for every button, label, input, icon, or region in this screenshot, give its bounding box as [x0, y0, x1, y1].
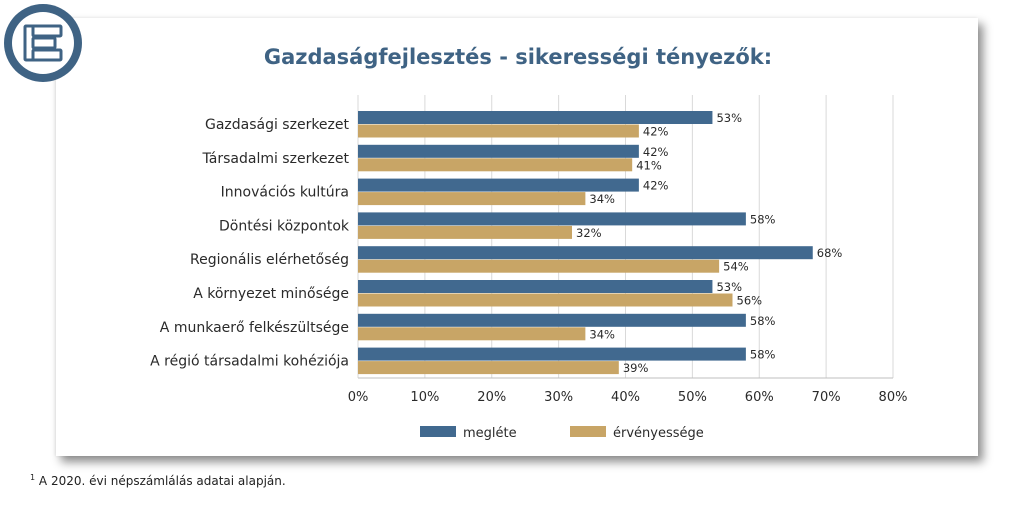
- legend-label-ervenyessege: érvényessége: [613, 426, 704, 441]
- x-tick-label: 20%: [477, 390, 506, 405]
- bar-series-0: [358, 313, 746, 327]
- chart-title: Gazdaságfejlesztés - sikerességi tényező…: [264, 45, 772, 69]
- data-label: 58%: [750, 314, 776, 328]
- data-label: 68%: [817, 246, 843, 260]
- data-label: 58%: [750, 212, 776, 226]
- data-label: 54%: [723, 260, 749, 274]
- data-label: 34%: [589, 192, 615, 206]
- x-tick-label: 10%: [410, 390, 439, 405]
- legend-label-megleete: megléte: [463, 426, 517, 441]
- data-label: 42%: [643, 145, 669, 159]
- bar-series-0: [358, 246, 813, 260]
- x-tick-label: 0%: [348, 390, 369, 405]
- footnote-text: A 2020. évi népszámlálás adatai alapján.: [38, 474, 286, 488]
- bar-series-1: [358, 192, 586, 206]
- x-tick-label: 70%: [812, 390, 841, 405]
- data-label: 34%: [589, 327, 615, 341]
- data-label: 53%: [716, 280, 742, 294]
- footnote-marker: 1: [30, 473, 36, 482]
- bar-series-0: [358, 212, 746, 226]
- data-label: 56%: [737, 294, 763, 308]
- bars: [358, 111, 813, 375]
- bar-series-1: [358, 225, 572, 239]
- bar-series-0: [358, 347, 746, 361]
- bar-series-1: [358, 327, 586, 341]
- data-label: 58%: [750, 348, 776, 362]
- data-label: 39%: [623, 361, 649, 375]
- bar-series-0: [358, 178, 639, 192]
- legend-swatch-megleete: [420, 426, 456, 437]
- bar-series-0: [358, 111, 713, 124]
- category-label: Innovációs kultúra: [221, 185, 349, 201]
- data-label: 42%: [643, 125, 669, 139]
- bar-series-1: [358, 259, 720, 273]
- category-label: A munkaerő felkészültsége: [160, 320, 349, 336]
- footnote: 1 A 2020. évi népszámlálás adatai alapjá…: [30, 473, 286, 488]
- x-axis-ticks: 0% 10% 20% 30% 40% 50% 60% 70% 80%: [348, 390, 908, 405]
- category-label: Döntési központok: [219, 218, 350, 234]
- data-label: 42%: [643, 179, 669, 193]
- category-label: Társadalmi szerkezet: [202, 151, 350, 167]
- stacked-bars-logo-icon: [4, 4, 82, 82]
- data-label: 53%: [716, 111, 742, 125]
- x-tick-label: 80%: [879, 390, 908, 405]
- data-labels: 53%42%42%41%42%34%58%32%68%54%53%56%58%3…: [576, 111, 842, 375]
- bar-series-1: [358, 361, 619, 375]
- category-label: A környezet minősége: [193, 286, 349, 302]
- category-label: A régió társadalmi kohéziója: [150, 354, 349, 370]
- legend: megléte érvényessége: [420, 426, 704, 441]
- category-label: Regionális elérhetőség: [190, 252, 349, 268]
- bar-series-0: [358, 280, 713, 293]
- x-tick-label: 50%: [678, 390, 707, 405]
- bar-series-0: [358, 144, 639, 158]
- x-tick-label: 40%: [611, 390, 640, 405]
- category-labels: Gazdasági szerkezet Társadalmi szerkezet I…: [150, 117, 350, 370]
- data-label: 32%: [576, 226, 602, 240]
- data-label: 41%: [636, 158, 662, 172]
- bar-series-1: [358, 158, 633, 172]
- legend-swatch-ervenyessege: [570, 426, 606, 437]
- bar-series-1: [358, 124, 639, 138]
- logo: [2, 2, 84, 84]
- category-label: Gazdasági szerkezet: [205, 117, 350, 133]
- x-tick-label: 60%: [745, 390, 774, 405]
- x-tick-label: 30%: [544, 390, 573, 405]
- bar-series-1: [358, 293, 733, 307]
